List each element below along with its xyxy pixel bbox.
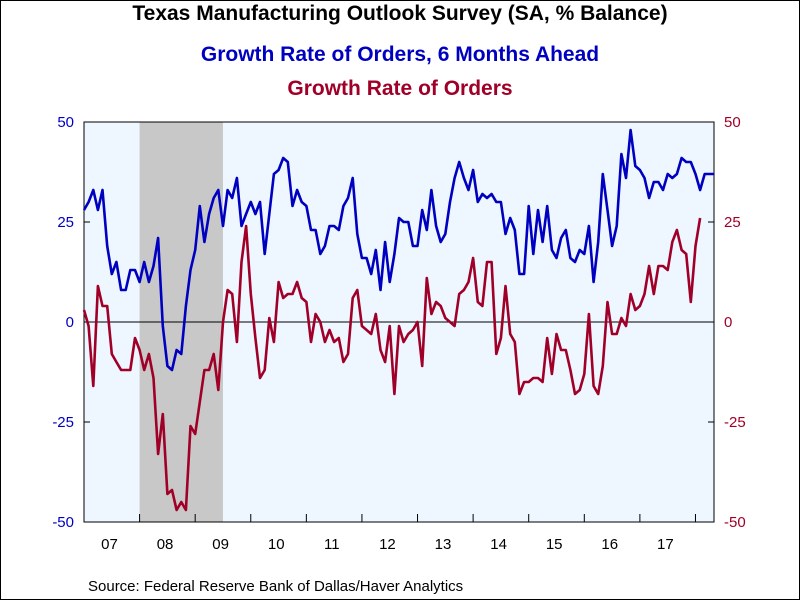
right-y-tick-label: 25 — [724, 214, 741, 231]
x-tick-label: 13 — [435, 536, 452, 553]
left-y-tick-label: 50 — [57, 114, 74, 131]
x-tick-label: 11 — [324, 536, 340, 553]
series1-title: Growth Rate of Orders, 6 Months Ahead — [200, 43, 600, 66]
x-tick-label: 17 — [657, 536, 674, 553]
right-y-tick-label: -25 — [724, 414, 746, 431]
left-y-tick-label: -25 — [52, 414, 74, 431]
x-tick-label: 07 — [101, 536, 118, 553]
x-tick-label: 14 — [490, 536, 507, 553]
chart-title: Texas Manufacturing Outlook Survey (SA, … — [132, 2, 668, 25]
x-tick-label: 09 — [212, 536, 229, 553]
series2-title: Growth Rate of Orders — [287, 77, 513, 100]
series-line-2 — [82, 217, 702, 512]
x-tick-label: 12 — [379, 536, 396, 553]
x-tick-label: 08 — [157, 536, 174, 553]
x-tick-label: 15 — [546, 536, 563, 553]
source-note: Source: Federal Reserve Bank of Dallas/H… — [88, 578, 464, 595]
right-y-tick-label: 50 — [724, 114, 741, 131]
x-tick-label: 16 — [601, 536, 618, 553]
left-y-tick-label: 0 — [66, 314, 74, 331]
right-y-tick-label: 0 — [724, 314, 732, 331]
left-y-tick-label: 25 — [57, 214, 74, 231]
series-line-1 — [82, 128, 714, 372]
x-tick-label: 10 — [268, 536, 285, 553]
right-y-tick-label: -50 — [724, 514, 746, 531]
left-y-tick-label: -50 — [52, 514, 74, 531]
